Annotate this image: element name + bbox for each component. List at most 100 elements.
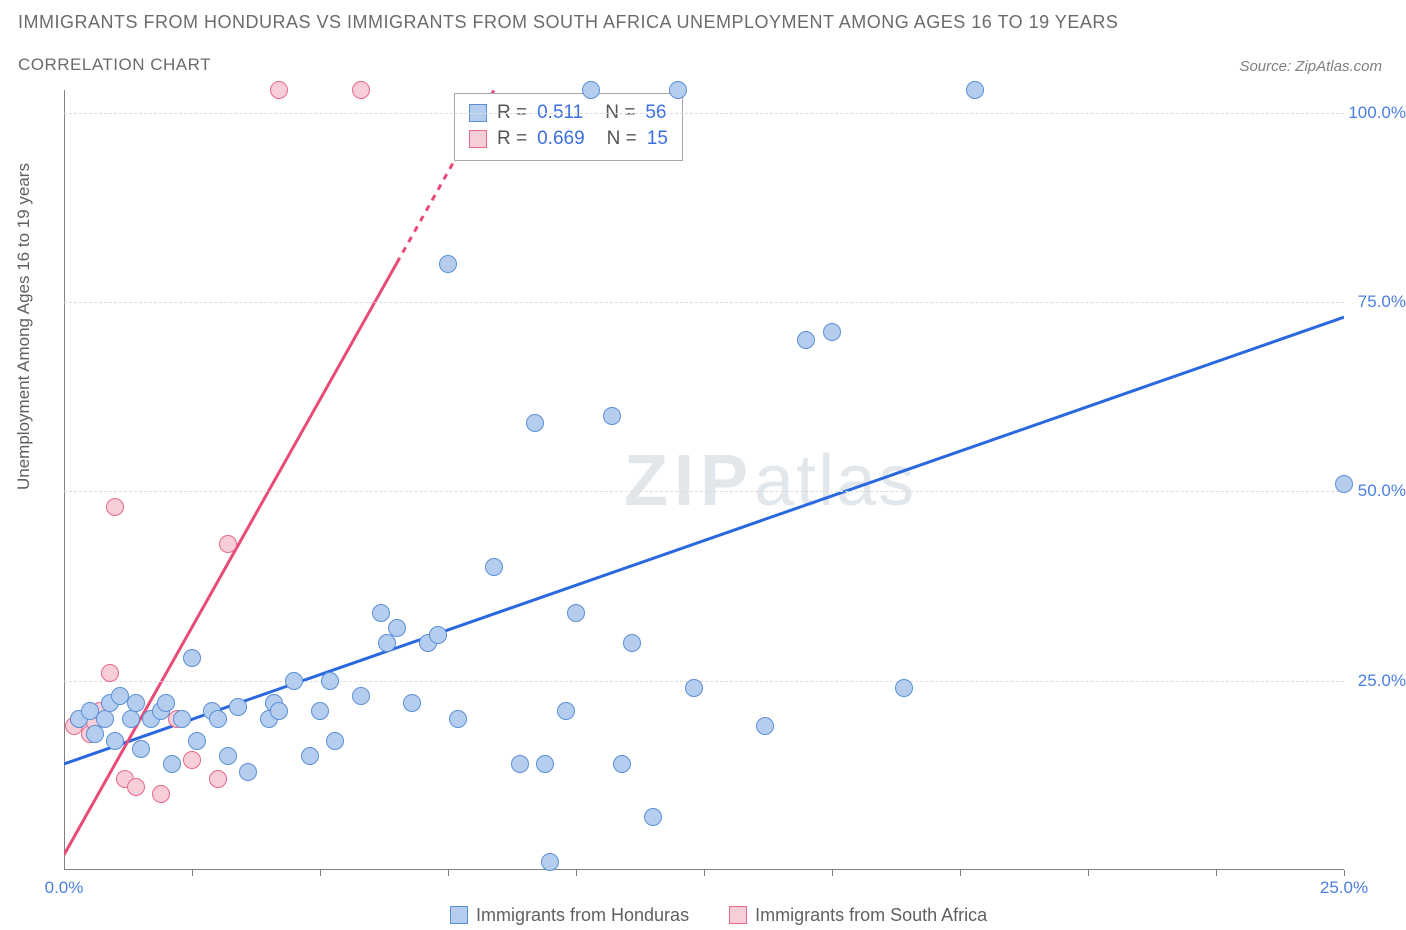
data-point-south_africa: [270, 81, 288, 99]
legend-swatch: [729, 906, 747, 924]
data-point-honduras: [966, 81, 984, 99]
data-point-honduras: [429, 626, 447, 644]
scatter-plot: ZIPatlas R =0.511N =56R =0.669N =15 25.0…: [64, 90, 1344, 870]
data-point-honduras: [557, 702, 575, 720]
data-point-honduras: [157, 694, 175, 712]
data-point-honduras: [352, 687, 370, 705]
data-point-honduras: [685, 679, 703, 697]
data-point-honduras: [326, 732, 344, 750]
data-point-honduras: [797, 331, 815, 349]
data-point-honduras: [613, 755, 631, 773]
data-point-honduras: [219, 747, 237, 765]
legend-item: Immigrants from South Africa: [729, 905, 987, 926]
data-point-honduras: [270, 702, 288, 720]
legend-swatch: [450, 906, 468, 924]
stats-r-label: R =: [497, 126, 527, 152]
data-point-honduras: [173, 710, 191, 728]
data-point-honduras: [239, 763, 257, 781]
trend-line-honduras: [64, 317, 1344, 764]
data-point-honduras: [229, 698, 247, 716]
data-point-honduras: [388, 619, 406, 637]
data-point-south_africa: [106, 498, 124, 516]
watermark-bold: ZIP: [624, 441, 754, 521]
data-point-honduras: [541, 853, 559, 871]
x-tick-mark: [448, 870, 449, 876]
y-tick-label: 75.0%: [1358, 292, 1406, 312]
gridline: [64, 302, 1344, 303]
data-point-honduras: [823, 323, 841, 341]
data-point-honduras: [623, 634, 641, 652]
watermark-light: atlas: [754, 441, 916, 521]
data-point-honduras: [449, 710, 467, 728]
y-tick-label: 25.0%: [1358, 671, 1406, 691]
trend-line-south_africa: [64, 263, 397, 855]
data-point-honduras: [603, 407, 621, 425]
x-tick-label: 25.0%: [1320, 878, 1368, 898]
data-point-honduras: [378, 634, 396, 652]
data-point-honduras: [285, 672, 303, 690]
data-point-south_africa: [152, 785, 170, 803]
data-point-south_africa: [101, 664, 119, 682]
stats-n-value: 15: [647, 126, 668, 152]
data-point-honduras: [1335, 475, 1353, 493]
data-point-honduras: [567, 604, 585, 622]
trend-lines-layer: [64, 90, 1344, 870]
x-tick-mark: [704, 870, 705, 876]
source-label: Source: ZipAtlas.com: [1239, 58, 1382, 75]
data-point-south_africa: [352, 81, 370, 99]
data-point-honduras: [511, 755, 529, 773]
data-point-honduras: [86, 725, 104, 743]
data-point-honduras: [209, 710, 227, 728]
x-tick-mark: [1216, 870, 1217, 876]
x-tick-mark: [960, 870, 961, 876]
data-point-honduras: [644, 808, 662, 826]
x-tick-mark: [192, 870, 193, 876]
x-tick-mark: [320, 870, 321, 876]
data-point-honduras: [536, 755, 554, 773]
legend-label: Immigrants from Honduras: [476, 905, 689, 925]
stats-row: R = 0.669 N = 15: [469, 126, 668, 152]
data-point-south_africa: [183, 751, 201, 769]
x-tick-mark: [1088, 870, 1089, 876]
chart-title: IMMIGRANTS FROM HONDURAS VS IMMIGRANTS F…: [18, 12, 1118, 33]
y-axis-label: Unemployment Among Ages 16 to 19 years: [14, 163, 34, 490]
data-point-honduras: [311, 702, 329, 720]
data-point-south_africa: [219, 535, 237, 553]
data-point-honduras: [403, 694, 421, 712]
stats-n-label: N =: [607, 126, 637, 152]
data-point-honduras: [301, 747, 319, 765]
y-tick-label: 50.0%: [1358, 481, 1406, 501]
data-point-honduras: [895, 679, 913, 697]
data-point-south_africa: [209, 770, 227, 788]
legend-label: Immigrants from South Africa: [755, 905, 987, 925]
data-point-honduras: [106, 732, 124, 750]
data-point-honduras: [132, 740, 150, 758]
data-point-honduras: [183, 649, 201, 667]
chart-subtitle: CORRELATION CHART: [18, 55, 211, 75]
data-point-honduras: [439, 255, 457, 273]
x-tick-mark: [1344, 870, 1345, 876]
x-legend: Immigrants from Honduras Immigrants from …: [450, 905, 987, 926]
x-tick-label: 0.0%: [45, 878, 84, 898]
gridline: [64, 491, 1344, 492]
gridline: [64, 681, 1344, 682]
data-point-honduras: [485, 558, 503, 576]
legend-item: Immigrants from Honduras: [450, 905, 689, 926]
data-point-honduras: [188, 732, 206, 750]
data-point-honduras: [127, 694, 145, 712]
gridline: [64, 113, 1344, 114]
y-tick-label: 100.0%: [1348, 103, 1406, 123]
stats-r-value: 0.669: [537, 126, 585, 152]
data-point-honduras: [163, 755, 181, 773]
data-point-honduras: [756, 717, 774, 735]
watermark: ZIPatlas: [624, 440, 916, 522]
data-point-honduras: [582, 81, 600, 99]
data-point-south_africa: [127, 778, 145, 796]
x-tick-mark: [576, 870, 577, 876]
y-axis-line: [64, 90, 65, 870]
data-point-honduras: [526, 414, 544, 432]
legend-swatch: [469, 130, 487, 148]
data-point-honduras: [321, 672, 339, 690]
x-tick-mark: [832, 870, 833, 876]
data-point-honduras: [669, 81, 687, 99]
